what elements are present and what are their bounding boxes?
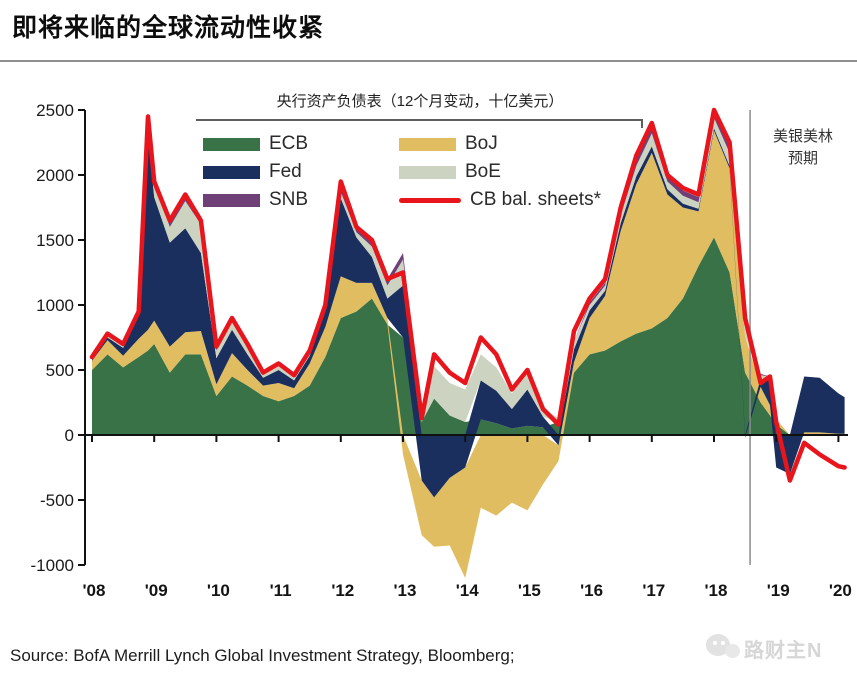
y-tick-label: 0 <box>65 426 74 445</box>
x-tick-label: '17 <box>642 581 665 600</box>
chat-bubble-big <box>706 634 730 656</box>
legend-entry-boe: BoE <box>399 158 601 186</box>
x-tick-label: '09 <box>145 581 168 600</box>
x-tick-label: '16 <box>580 581 603 600</box>
legend-color-swatch <box>399 165 456 179</box>
forecast-annotation-line2: 预期 <box>787 150 818 167</box>
legend-line-swatch <box>399 197 461 203</box>
x-tick-label: '10 <box>207 581 230 600</box>
legend-label: Fed <box>269 161 302 182</box>
source-text: Source: BofA Merrill Lynch Global Invest… <box>10 646 515 665</box>
x-axis: '08 '09 '10 '11 '12 '13 '14 '15 '16 '17 '18 '19 '20 <box>83 435 852 600</box>
legend-label: CB bal. sheets* <box>470 189 601 210</box>
legend-color-swatch <box>203 165 260 179</box>
legend-frame-corner <box>641 119 643 128</box>
legend-column-right: BoJ BoE CB bal. sheets* <box>399 130 601 214</box>
y-tick-label: 1000 <box>36 296 74 315</box>
y-tick-label: 1500 <box>36 231 74 250</box>
bubble-eye-left <box>713 641 717 645</box>
area-boj <box>92 130 845 579</box>
legend-label: BoJ <box>465 133 498 154</box>
legend-entry-fed: Fed <box>203 158 308 186</box>
chat-bubble-small <box>725 644 740 658</box>
x-tick-label: '19 <box>767 581 790 600</box>
y-tick-label: 500 <box>46 361 74 380</box>
title-divider-line <box>0 60 857 62</box>
bubble-eye-right <box>721 641 725 645</box>
chart-title: 央行资产负债表（12个月变动，十亿美元） <box>276 93 564 110</box>
x-tick-label: '12 <box>331 581 354 600</box>
y-tick-label: 2000 <box>36 166 74 185</box>
legend-color-swatch <box>399 137 456 151</box>
x-tick-label: '14 <box>456 581 479 600</box>
area-ecb <box>92 237 845 435</box>
x-tick-label: '08 <box>83 581 106 600</box>
legend-column-left: ECB Fed SNB <box>203 130 308 214</box>
legend-color-swatch <box>203 193 260 207</box>
x-tick-label: '20 <box>829 581 852 600</box>
watermark: 路财主N <box>704 630 854 666</box>
watermark-text: 路财主N <box>744 639 823 662</box>
stacked-areas <box>92 111 845 579</box>
x-tick-label: '18 <box>705 581 728 600</box>
chat-bubbles-icon <box>704 632 744 664</box>
legend-entry-snb: SNB <box>203 186 308 214</box>
legend-frame-top <box>196 119 643 121</box>
x-tick-label: '11 <box>270 581 292 600</box>
legend-label: SNB <box>269 189 309 210</box>
x-tick-label: '13 <box>394 581 417 600</box>
page-title: 即将来临的全球流动性收紧 <box>12 14 325 42</box>
legend-entry-ecb: ECB <box>203 130 308 158</box>
legend-color-swatch <box>203 137 260 151</box>
legend-label: ECB <box>269 133 309 154</box>
legend-label: BoE <box>465 161 501 182</box>
total-balance-sheet-line <box>89 107 847 483</box>
legend-entry-cb-bal-sheets-: CB bal. sheets* <box>399 186 601 214</box>
forecast-annotation-line1: 美银美林 <box>772 128 833 145</box>
y-axis: 2500 2000 1500 1000 500 0 -500 -1000 <box>31 101 86 575</box>
forecast-annotation: 美银美林 预期 <box>753 126 853 170</box>
y-tick-label: -1000 <box>31 556 74 575</box>
y-tick-label: -500 <box>40 491 74 510</box>
x-tick-label: '15 <box>518 581 541 600</box>
legend-entry-boj: BoJ <box>399 130 601 158</box>
y-tick-label: 2500 <box>36 101 74 120</box>
